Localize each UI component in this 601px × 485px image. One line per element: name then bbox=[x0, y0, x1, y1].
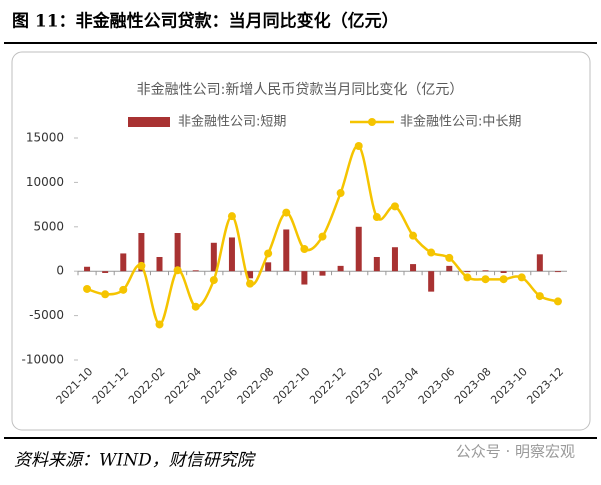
legend-label: 非金融性公司:中长期 bbox=[400, 114, 521, 130]
source-note: 资料来源：WIND，财信研究院 bbox=[14, 451, 257, 471]
marker bbox=[336, 189, 345, 198]
marker bbox=[354, 141, 363, 150]
bar bbox=[446, 265, 453, 272]
bar bbox=[319, 271, 326, 276]
marker bbox=[372, 213, 381, 222]
y-tick-label: 15000 bbox=[26, 131, 64, 145]
marker bbox=[155, 320, 164, 329]
bar bbox=[464, 271, 471, 273]
x-tick-label: 2022-04 bbox=[162, 365, 204, 407]
figure-title: 图 11：非金融性公司贷款：当月同比变化（亿元） bbox=[12, 11, 399, 32]
y-tick-label: 5000 bbox=[33, 219, 64, 233]
bar bbox=[84, 266, 91, 272]
legend-label: 非金融性公司:短期 bbox=[178, 114, 286, 130]
marker bbox=[83, 284, 92, 293]
x-tick-label: 2022-08 bbox=[235, 365, 277, 407]
marker bbox=[191, 302, 200, 311]
bar bbox=[283, 229, 290, 272]
legend-marker bbox=[368, 118, 376, 126]
bar bbox=[192, 270, 199, 272]
marker bbox=[119, 285, 128, 294]
marker bbox=[390, 202, 399, 211]
marker bbox=[553, 297, 562, 306]
x-tick-label: 2022-10 bbox=[271, 365, 313, 407]
x-tick-label: 2023-02 bbox=[343, 365, 385, 407]
x-tick-label: 2022-06 bbox=[198, 365, 240, 407]
y-tick-label: 0 bbox=[56, 264, 64, 278]
bar bbox=[120, 253, 127, 272]
x-tick-label: 2023-08 bbox=[452, 365, 494, 407]
chart-title: 非金融性公司:新增人民币贷款当月同比变化（亿元） bbox=[137, 82, 464, 98]
bar bbox=[391, 247, 398, 272]
marker bbox=[535, 292, 544, 301]
marker bbox=[137, 261, 146, 270]
marker bbox=[499, 275, 508, 284]
bar bbox=[554, 271, 561, 273]
x-tick-label: 2023-06 bbox=[416, 365, 458, 407]
bar bbox=[265, 262, 272, 272]
marker bbox=[409, 231, 418, 240]
bar bbox=[482, 270, 489, 272]
marker bbox=[246, 279, 255, 288]
marker bbox=[173, 266, 182, 275]
bar bbox=[210, 242, 217, 272]
bar bbox=[337, 265, 344, 272]
marker bbox=[463, 273, 472, 282]
marker bbox=[101, 290, 110, 299]
marker bbox=[282, 208, 291, 217]
chart-frame bbox=[11, 51, 591, 431]
marker bbox=[517, 273, 526, 282]
bar bbox=[500, 271, 507, 273]
y-tick-label: -5000 bbox=[29, 308, 64, 322]
y-tick-label: -10000 bbox=[21, 353, 64, 367]
y-tick-label: 10000 bbox=[26, 175, 64, 189]
x-tick-label: 2022-02 bbox=[126, 365, 168, 407]
bar bbox=[536, 254, 543, 272]
marker bbox=[264, 249, 273, 258]
x-tick-label: 2023-04 bbox=[380, 365, 422, 407]
marker bbox=[318, 232, 327, 241]
legend-swatch bbox=[128, 117, 170, 127]
x-tick-label: 2022-12 bbox=[307, 365, 349, 407]
x-tick-label: 2021-10 bbox=[54, 365, 96, 407]
bar bbox=[410, 264, 417, 272]
marker bbox=[427, 248, 436, 257]
bar bbox=[301, 271, 308, 285]
marker bbox=[209, 276, 218, 285]
bar bbox=[355, 226, 362, 272]
x-tick-label: 2023-12 bbox=[524, 365, 566, 407]
marker bbox=[227, 212, 236, 221]
x-tick-label: 2023-10 bbox=[488, 365, 530, 407]
bar bbox=[102, 271, 109, 273]
bar bbox=[156, 256, 163, 272]
marker bbox=[300, 245, 309, 253]
bar bbox=[138, 233, 145, 272]
bar bbox=[174, 233, 181, 272]
bar bbox=[247, 271, 254, 279]
bar bbox=[373, 256, 380, 272]
marker bbox=[445, 253, 454, 262]
watermark: 公众号 · 明察宏观 bbox=[456, 443, 575, 461]
bar bbox=[428, 271, 435, 292]
marker bbox=[481, 275, 490, 284]
x-tick-label: 2021-12 bbox=[90, 365, 132, 407]
bar bbox=[228, 237, 235, 272]
